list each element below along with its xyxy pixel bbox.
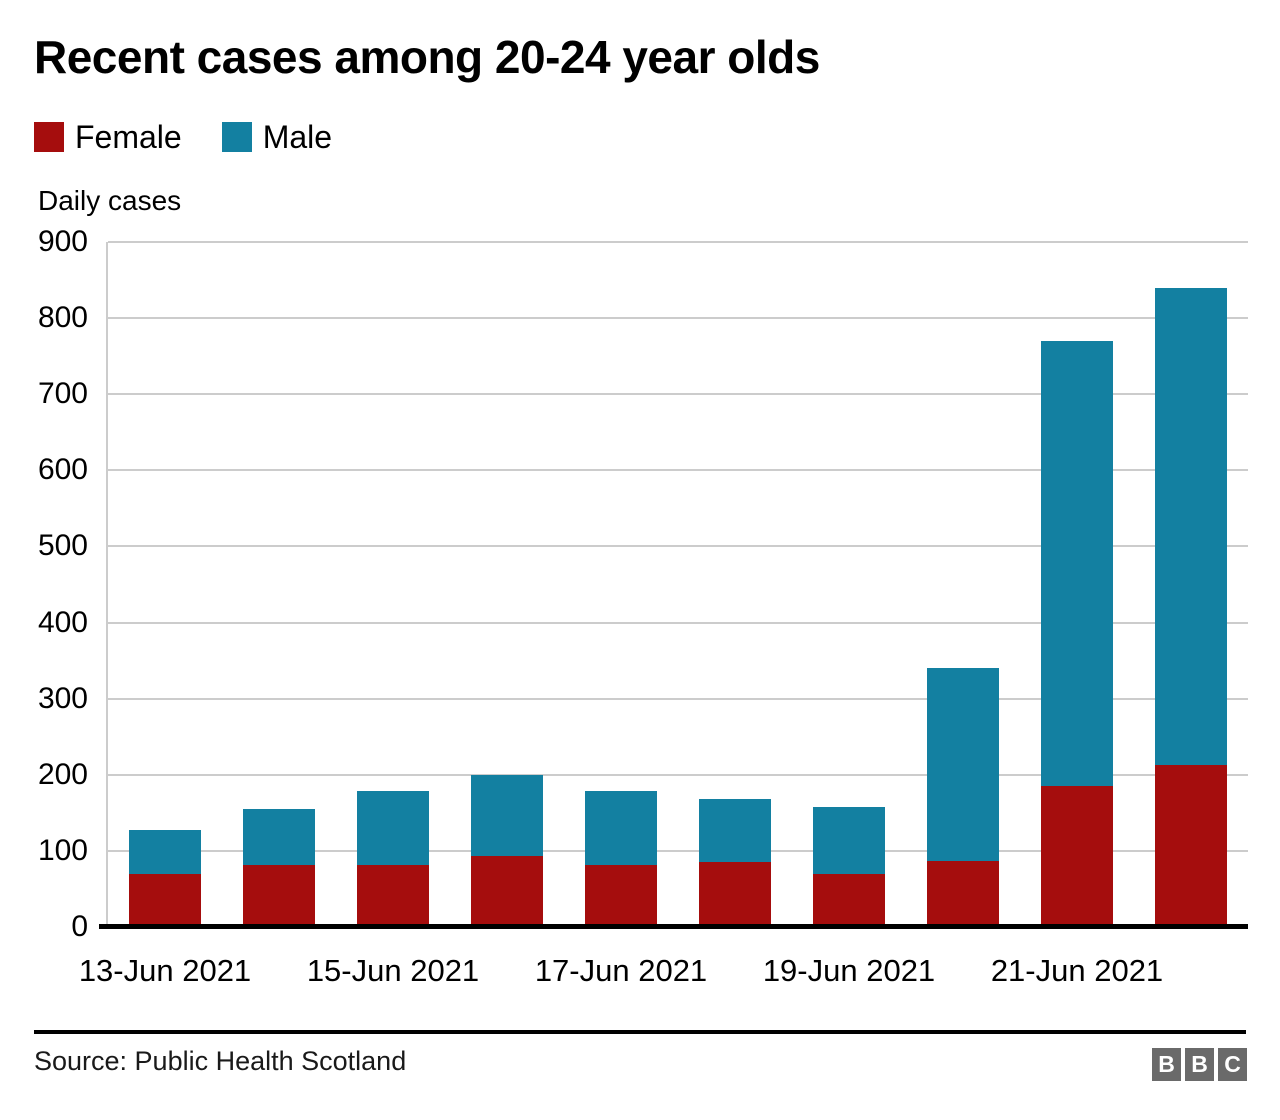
x-tick-label-13-jun-2021: 13-Jun 2021 (78, 953, 252, 988)
bar-17-jun-2021 (564, 242, 678, 927)
bbc-logo-letter-2: C (1218, 1048, 1247, 1081)
x-tick-label-15-jun-2021: 15-Jun 2021 (306, 953, 480, 988)
bar-segment-male (927, 668, 999, 861)
bar-segment-male (129, 830, 201, 875)
plot-area: 0 100 200 300 400 500 600 700 800 900 13-Jun 2021 1… (38, 226, 1248, 988)
footer-divider (34, 1030, 1246, 1034)
bar-segment-male (357, 790, 429, 865)
bar-segment-female (1041, 786, 1113, 927)
bar-segment-female (243, 864, 315, 927)
x-tick-label-17-jun-2021: 17-Jun 2021 (534, 953, 708, 988)
y-tick-label-900: 900 (37, 225, 88, 258)
legend-swatch-female (34, 122, 64, 152)
y-tick-label-300: 300 (37, 681, 88, 715)
y-tick-label-400: 400 (37, 605, 88, 639)
bbc-logo-letter-1: B (1185, 1048, 1214, 1081)
y-tick-label-500: 500 (37, 529, 88, 563)
y-axis-line (106, 242, 108, 927)
bar-segment-male (1155, 287, 1227, 765)
bar-segment-female (699, 862, 771, 927)
bar-13-jun-2021 (108, 242, 222, 927)
x-tick-label-21-jun-2021: 21-Jun 2021 (990, 953, 1164, 988)
legend-swatch-male (221, 122, 252, 152)
gridline-600 (108, 469, 1248, 472)
bar-15-jun-2021 (336, 242, 450, 927)
y-tick-label-600: 600 (37, 453, 88, 487)
gridline-800 (108, 317, 1248, 320)
y-tick-label-0: 0 (71, 910, 88, 943)
bbc-logo-letter-0: B (1152, 1048, 1181, 1081)
y-tick-label-200: 200 (37, 757, 88, 791)
bar-segment-female (927, 860, 999, 927)
x-tick-label-19-jun-2021: 19-Jun 2021 (762, 953, 936, 988)
bar-14-jun-2021 (222, 242, 336, 927)
bar-22-jun-2021 (1134, 242, 1248, 927)
gridline-900 (108, 241, 1248, 243)
bar-20-jun-2021 (906, 242, 1020, 927)
legend-label-female: Female (75, 119, 182, 155)
y-tick-label-800: 800 (37, 301, 88, 335)
bar-segment-male (699, 799, 771, 863)
source-text: Source: Public Health Scotland (34, 1046, 407, 1076)
bar-segment-male (585, 790, 657, 865)
y-axis-title: Daily cases (38, 185, 182, 216)
gridline-300 (108, 697, 1248, 700)
bar-segment-female (585, 864, 657, 927)
gridline-400 (108, 621, 1248, 624)
legend-item-male: Male (221, 119, 333, 155)
gridline-100 (108, 849, 1248, 852)
y-tick-label-700: 700 (37, 377, 88, 411)
legend-label-male: Male (262, 119, 333, 155)
bar-21-jun-2021 (1020, 242, 1134, 927)
gridline-700 (108, 393, 1248, 396)
bar-segment-female (1155, 764, 1227, 927)
gridline-200 (108, 773, 1248, 776)
bar-segment-female (129, 874, 201, 927)
legend: Female Male (34, 121, 332, 153)
bar-segment-male (471, 774, 543, 857)
bar-segment-male (243, 809, 315, 865)
bar-segment-female (357, 864, 429, 927)
bar-segment-female (471, 856, 543, 927)
page-title: Recent cases among 20-24 year olds (34, 31, 820, 83)
bar-19-jun-2021 (792, 242, 906, 927)
x-axis-line (99, 924, 1248, 929)
y-tick-label-100: 100 (37, 833, 88, 867)
bar-16-jun-2021 (450, 242, 564, 927)
bar-segment-male (813, 806, 885, 874)
bar-18-jun-2021 (678, 242, 792, 927)
legend-item-female: Female (34, 121, 182, 153)
bar-segment-female (813, 873, 885, 927)
gridline-500 (108, 545, 1248, 548)
bar-segment-male (1041, 340, 1113, 787)
